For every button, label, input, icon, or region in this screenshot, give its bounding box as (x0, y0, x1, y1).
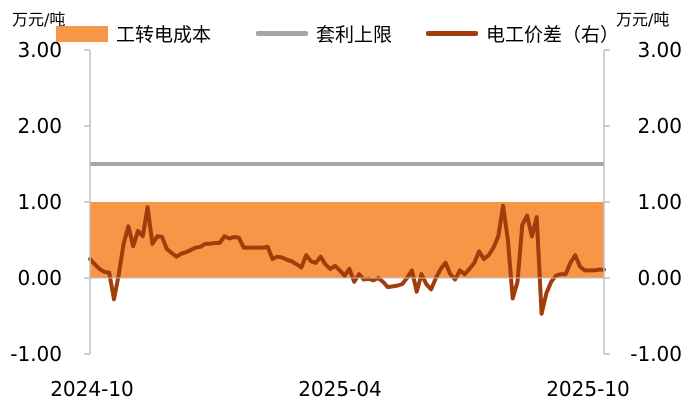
legend-swatch-cost (56, 25, 108, 42)
cost-area (90, 202, 604, 278)
axes (84, 49, 610, 355)
right-y-tick-label: 1.00 (637, 190, 682, 214)
right-y-tick-label: -1.00 (630, 342, 682, 366)
left-y-tick-label: 1.00 (17, 190, 62, 214)
legend-swatch-spread (426, 31, 478, 36)
left-axis-unit: 万元/吨 (12, 10, 66, 29)
legend-item-spread: 电工价差（右） (426, 20, 619, 47)
legend-label-cost: 工转电成本 (116, 24, 212, 46)
right-y-tick-label: 0.00 (637, 266, 682, 290)
x-tick-label: 2025-04 (298, 377, 382, 400)
cost-area-fill (90, 202, 604, 278)
x-tick-labels: 2024-10 2025-04 2025-10 (50, 377, 630, 400)
legend-swatch-limit (256, 31, 308, 36)
left-y-tick-label: 2.00 (17, 114, 62, 138)
legend-item-limit: 套利上限 (256, 20, 392, 47)
spread-line (88, 203, 606, 316)
x-tick-label: 2024-10 (50, 377, 134, 400)
left-y-tick-label: 3.00 (17, 38, 62, 62)
legend-label-spread: 电工价差（右） (486, 24, 620, 46)
legend-label-limit: 套利上限 (316, 24, 393, 46)
right-y-tick-labels: -1.00 0.00 1.00 2.00 3.00 (630, 38, 682, 366)
right-axis-unit: 万元/吨 (616, 10, 670, 29)
left-y-tick-labels: -1.00 0.00 1.00 2.00 3.00 (10, 38, 62, 366)
left-y-tick-label: -1.00 (10, 342, 62, 366)
x-tick-label: 2025-10 (546, 377, 630, 400)
left-y-tick-label: 0.00 (17, 266, 62, 290)
right-y-tick-label: 2.00 (637, 114, 682, 138)
right-y-tick-label: 3.00 (637, 38, 682, 62)
spread-line-path (88, 203, 606, 316)
legend-item-cost: 工转电成本 (56, 20, 211, 47)
legend: 工转电成本 套利上限 电工价差（右） (0, 20, 686, 47)
